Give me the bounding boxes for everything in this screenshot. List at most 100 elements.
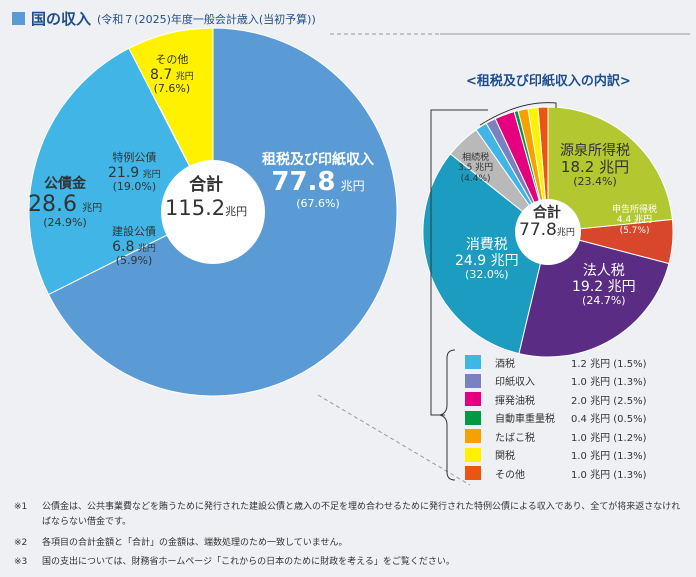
legend-value: 2.0 兆円 (2.5%) (571, 395, 647, 407)
legend-value: 1.0 兆円 (1.3%) (571, 451, 647, 463)
label-withholding-value: 18.2 兆円 (560, 158, 630, 177)
label-special-name: 特例公債 (112, 151, 157, 164)
footnote-mark: ※1 (14, 502, 28, 512)
label-other-pct: (7.6%) (153, 81, 191, 95)
label-construction-unit: 兆円 (137, 243, 156, 254)
label-self-value: 4.4 兆円 (616, 215, 653, 226)
legend-item: 揮発油税 2.0 兆円 (2.5%) (465, 390, 646, 409)
legend-value: 0.4 兆円 (0.5%) (571, 414, 647, 426)
legend-swatch (465, 373, 481, 388)
legend-swatch (465, 355, 481, 370)
label-self-name: 申告所得税 (612, 205, 658, 215)
legend-swatch (465, 410, 481, 425)
left-pie-center (161, 160, 265, 264)
label-bonds: 公債金 28.6 兆円 (24.9%) (28, 176, 102, 230)
footnote-mark: ※3 (14, 557, 28, 567)
label-withholding-pct: (23.4%) (573, 175, 617, 189)
label-other-value: 8.7 (150, 66, 173, 83)
label-tax-unit: 兆円 (340, 179, 365, 194)
label-corporate-name: 法人税 (582, 263, 625, 279)
footnote-text: 国の支出については、財務省ホームページ「これからの日本のために財政を考える」をご… (42, 557, 455, 567)
label-inheritance-pct: (4.4%) (460, 173, 491, 184)
legend-name: 印紙収入 (495, 377, 535, 389)
left-total-label: 合計 (189, 175, 224, 195)
legend-value: 1.0 兆円 (1.2%) (571, 432, 647, 444)
label-inheritance: 相続税 3.5 兆円 (4.4%) (458, 153, 493, 184)
legend-swatch (465, 466, 481, 481)
right-total-label: 合計 (532, 205, 561, 221)
label-bonds-unit: 兆円 (82, 203, 103, 215)
title-text: 国の収入 (31, 10, 92, 28)
page-title: 国の収入 (令和７(2025)年度一般会計歳入(当初予算)) (12, 8, 316, 29)
label-withholding: 源泉所得税 18.2 兆円 (23.4%) (560, 143, 630, 189)
label-construction-bonds: 建設公債 6.8 兆円 (5.9%) (112, 225, 156, 267)
label-other: その他 8.7 兆円 (7.6%) (150, 53, 194, 95)
pie-slice (449, 129, 549, 233)
left-total-value: 115.2 (165, 195, 226, 220)
label-tax-value: 77.8 (271, 167, 336, 198)
label-corporate: 法人税 19.2 兆円 (24.7%) (572, 263, 636, 308)
label-self-assessed: 申告所得税 4.4 兆円 (5.7%) (612, 205, 657, 236)
label-tax-name: 租税及び印紙収入 (262, 152, 374, 168)
label-other-unit: 兆円 (175, 71, 194, 82)
footnote-1: ※1 公債金は、公共事業費などを賄うために発行された建設公債と歳入の不足を埋め合わ… (14, 500, 682, 530)
label-construction-name: 建設公債 (112, 225, 156, 238)
label-construction-pct: (5.9%) (115, 253, 153, 267)
legend-item: 酒税 1.2 兆円 (1.5%) (465, 353, 646, 372)
connector-bottom (317, 394, 471, 486)
label-consumption: 消費税 24.9 兆円 (32.0%) (455, 237, 519, 282)
label-consumption-value: 24.9 兆円 (455, 253, 519, 270)
label-special-unit: 兆円 (142, 169, 161, 180)
label-construction-value: 6.8 (112, 238, 135, 255)
legend-item: 関税 1.0 兆円 (1.3%) (465, 446, 646, 465)
label-withholding-name: 源泉所得税 (560, 143, 630, 159)
legend-value: 1.0 兆円 (1.3%) (571, 377, 647, 389)
left-total-unit: 兆円 (225, 204, 248, 218)
right-total: 合計 77.8兆円 (519, 205, 575, 241)
legend-item: 自動車重量税 0.4 兆円 (0.5%) (465, 409, 646, 428)
bracket-line (430, 109, 488, 416)
label-tax: 租税及び印紙収入 77.8 兆円 (67.6%) (262, 152, 374, 211)
legend-swatch (465, 429, 481, 444)
legend-item: たばこ税 1.0 兆円 (1.2%) (465, 427, 646, 446)
legend-brace (438, 349, 456, 481)
right-total-value: 77.8 (519, 220, 557, 241)
label-special-bonds: 特例公債 21.9 兆円 (19.0%) (108, 151, 161, 193)
label-self-pct: (5.7%) (619, 225, 650, 236)
pie-slice (547, 106, 673, 233)
label-special-value: 21.9 (108, 164, 140, 181)
footnotes: ※1 公債金は、公共事業費などを賄うために発行された建設公債と歳入の不足を埋め合わ… (14, 500, 682, 570)
footnote-mark: ※2 (14, 538, 28, 548)
pie-slice (422, 153, 549, 355)
legend-name: その他 (495, 469, 525, 481)
label-consumption-name: 消費税 (465, 237, 508, 253)
label-other-name: その他 (155, 53, 189, 66)
label-consumption-pct: (32.0%) (465, 268, 509, 282)
detail-title: <租税及び印紙収入の内訳> (466, 74, 631, 89)
label-tax-pct: (67.6%) (296, 196, 340, 210)
legend-value: 1.2 兆円 (1.5%) (571, 358, 647, 370)
left-total: 合計 115.2兆円 (165, 175, 248, 220)
label-corporate-pct: (24.7%) (582, 294, 626, 308)
right-pie-center (515, 199, 581, 265)
label-bonds-name: 公債金 (44, 176, 87, 192)
legend-item: 印紙収入 1.0 兆円 (1.3%) (465, 372, 646, 391)
label-inheritance-value: 3.5 兆円 (458, 163, 494, 174)
label-bonds-value: 28.6 (28, 192, 77, 218)
legend: 酒税 1.2 兆円 (1.5%) 印紙収入 1.0 兆円 (1.3%) 揮発油税 2.0 … (465, 353, 646, 483)
legend-name: 酒税 (495, 358, 515, 370)
legend-name: 関税 (495, 451, 515, 463)
right-total-unit: 兆円 (556, 228, 575, 239)
legend-value: 1.0 兆円 (1.3%) (571, 469, 647, 481)
label-corporate-value: 19.2 兆円 (572, 279, 636, 296)
label-special-pct: (19.0%) (112, 179, 157, 193)
label-inheritance-name: 相続税 (462, 153, 490, 163)
legend-name: たばこ税 (495, 432, 535, 444)
legend-swatch (465, 447, 481, 462)
legend-swatch (465, 392, 481, 407)
legend-item: その他 1.0 兆円 (1.3%) (465, 464, 646, 483)
footnote-3: ※3 国の支出については、財務省ホームページ「これからの日本のために財政を考える」… (14, 555, 682, 570)
footnote-2: ※2 各項目の合計金額と「合計」の金額は、端数処理のため一致していません。 (14, 536, 682, 551)
footnote-text: 各項目の合計金額と「合計」の金額は、端数処理のため一致していません。 (42, 538, 348, 548)
